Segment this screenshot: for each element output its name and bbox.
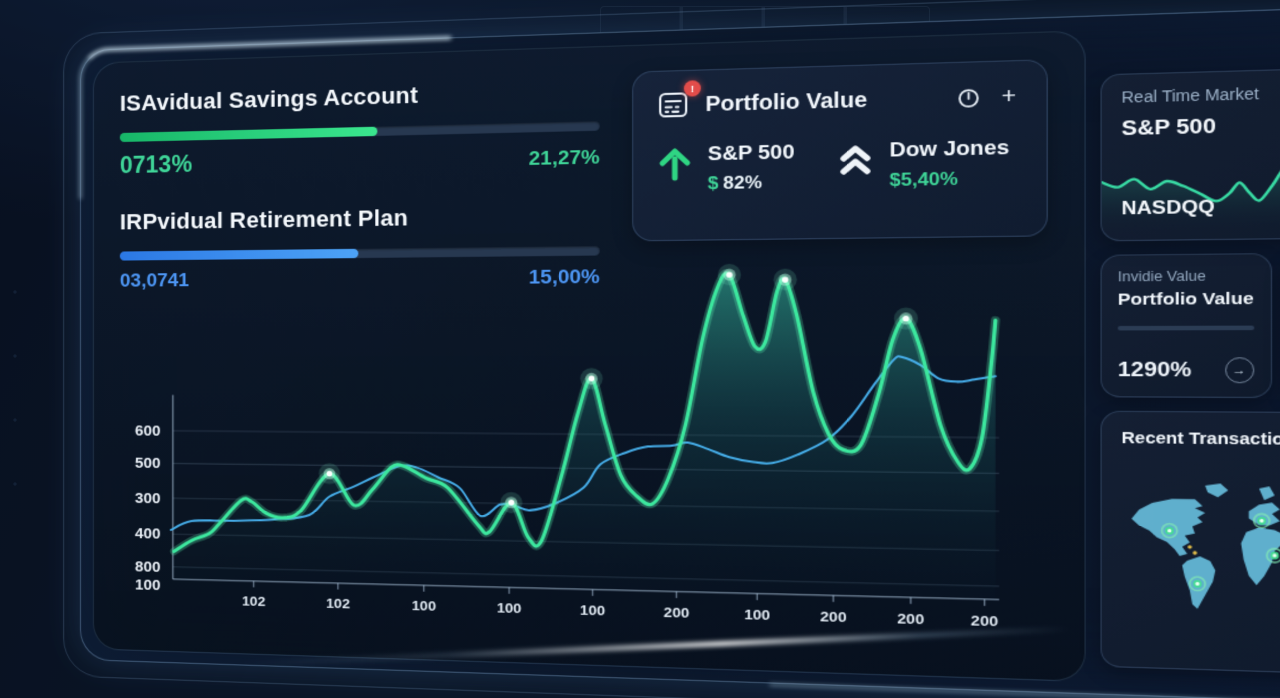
sp500-label: S&P 500 (707, 141, 795, 166)
stat-card-footer: 1290% → (1117, 357, 1254, 384)
svg-text:300: 300 (135, 490, 161, 508)
market-card-title: Real Time Market (1121, 84, 1259, 107)
svg-text:200: 200 (897, 610, 925, 627)
svg-text:100: 100 (580, 602, 606, 619)
alert-badge: ! (683, 80, 701, 97)
svg-text:100: 100 (497, 600, 522, 616)
portfolio-item-sp500: S&P 500 $82% (656, 140, 836, 195)
svg-text:400: 400 (135, 525, 161, 543)
savings-account-section: ISAvidual Savings Account 0713% 21,27% (119, 77, 600, 179)
stat-card-name: Portfolio Value (1117, 289, 1254, 310)
transactions-header: Recent Transactions + (1121, 425, 1280, 453)
stat-card-value: 1290% (1117, 357, 1192, 382)
dowjones-value: $5,40% (889, 168, 959, 191)
dashboard-panel: ISAvidual Savings Account 0713% 21,27% I… (79, 2, 1280, 698)
stat-card-divider (1117, 325, 1254, 331)
stat-card-label: Invidie Value (1117, 268, 1206, 285)
svg-text:800: 800 (135, 558, 161, 576)
real-time-market-card: Real Time Market S&P 500 ↗1.4% NASDQQ (1100, 64, 1280, 242)
market-symbol-nasdaq: NASDQQ (1121, 196, 1215, 219)
retirement-plan-title: IRPvidual Retirement Plan (119, 204, 409, 235)
recent-transactions-card: Recent Transactions + (1100, 410, 1280, 678)
right-column: Real Time Market S&P 500 ↗1.4% NASDQQ In… (1100, 64, 1280, 691)
stat-card-portfolio-value: Invidie Value Portfolio Value 1290% → (1100, 253, 1272, 399)
portfolio-value-card: ! Portfolio Value + (632, 59, 1048, 242)
circle-arrow-icon[interactable]: → (1224, 357, 1254, 384)
world-map-svg (1131, 483, 1280, 610)
portfolio-items-row: S&P 500 $82% (656, 136, 1023, 195)
performance-chart: 600 500 300 400 800 100 102 102 100 100 100 200 100 2… (122, 241, 1014, 647)
svg-text:500: 500 (135, 455, 161, 472)
savings-account-title: ISAvidual Savings Account (119, 82, 419, 116)
market-symbol-sp500: S&P 500 (1121, 114, 1216, 141)
savings-progress-track (119, 121, 600, 143)
svg-text:200: 200 (664, 604, 690, 621)
savings-right-value: 21,27% (528, 146, 600, 171)
savings-values-row: 0713% 21,27% (120, 141, 600, 179)
portfolio-card-header: ! Portfolio Value + (656, 79, 1023, 123)
sp500-value: $82% (707, 172, 762, 194)
market-sparkline (1102, 123, 1280, 234)
arrow-up-icon (656, 143, 694, 192)
stat-cards-row: Invidie Value Portfolio Value 1290% → Re… (1100, 251, 1280, 399)
world-map (1121, 457, 1280, 663)
ledger-icon: ! (656, 80, 701, 123)
svg-text:200: 200 (971, 612, 999, 629)
savings-left-value: 0713% (119, 150, 193, 179)
svg-text:100: 100 (744, 606, 771, 623)
svg-text:200: 200 (820, 608, 847, 625)
double-chevron-up-icon (836, 139, 876, 189)
svg-text:600: 600 (135, 422, 161, 439)
svg-text:102: 102 (242, 593, 266, 609)
add-icon[interactable]: + (1001, 83, 1017, 110)
svg-text:100: 100 (412, 598, 437, 614)
portfolio-item-dowjones: Dow Jones $5,40% (836, 136, 1023, 192)
dowjones-label: Dow Jones (889, 136, 1010, 163)
market-sparkline-svg (1102, 123, 1280, 234)
portfolio-card-title: Portfolio Value (705, 87, 868, 116)
savings-progress-fill (119, 126, 378, 143)
dashboard-tilt-wrapper: ISAvidual Savings Account 0713% 21,27% I… (63, 0, 1280, 698)
transactions-title: Recent Transactions (1121, 428, 1280, 449)
svg-text:100: 100 (135, 576, 161, 594)
background-dot-grid-left (0, 260, 40, 520)
main-panel: ISAvidual Savings Account 0713% 21,27% I… (92, 30, 1086, 683)
svg-text:102: 102 (326, 595, 350, 611)
history-clock-icon[interactable] (955, 85, 981, 110)
